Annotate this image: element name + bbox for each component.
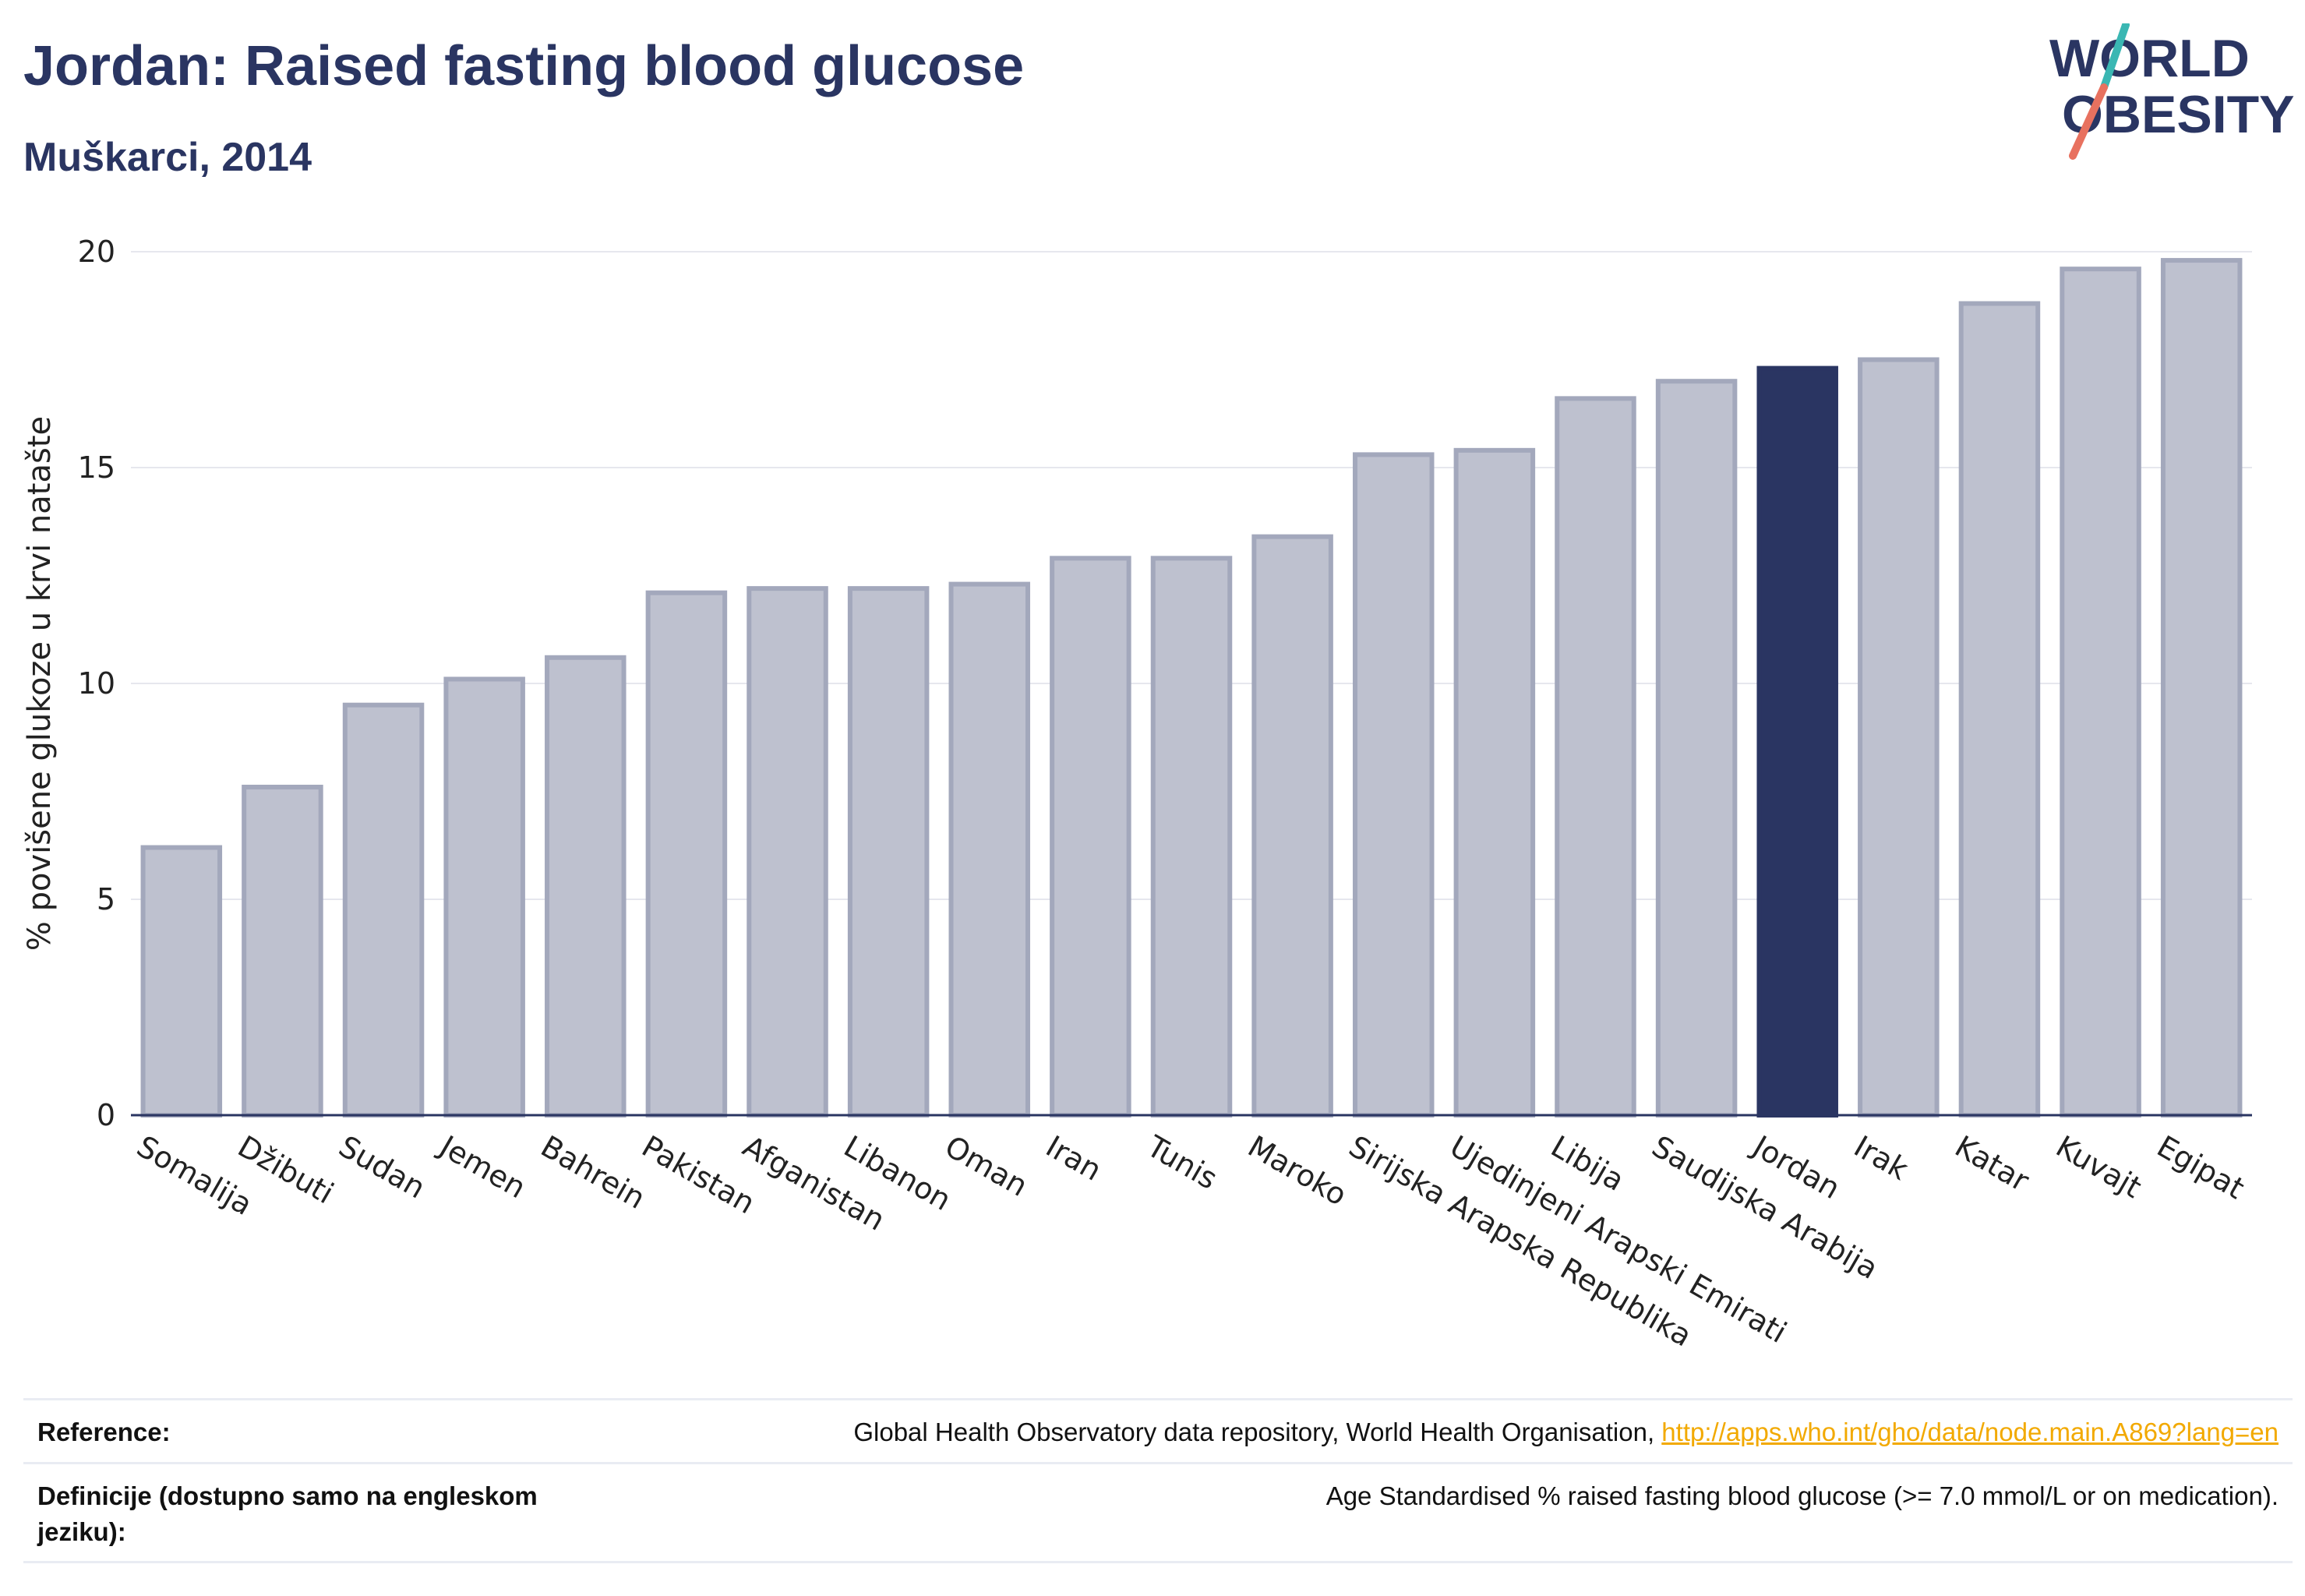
bar-pakistan[interactable] xyxy=(645,590,728,1118)
reference-link[interactable]: http://apps.who.int/gho/data/node.main.A… xyxy=(1661,1418,2279,1446)
y-tick-label: 10 xyxy=(78,666,115,701)
x-tick-label: Egipat xyxy=(2151,1129,2250,1206)
logo-line-1: WORLD xyxy=(2049,29,2250,88)
x-tick-label: Pakistan xyxy=(636,1129,761,1221)
reference-text: Global Health Observatory data repositor… xyxy=(853,1418,1662,1446)
definition-label: Definicije (dostupno samo na engleskom j… xyxy=(37,1481,538,1546)
x-tick-label: Tunis xyxy=(1141,1128,1223,1196)
bar-džibuti[interactable] xyxy=(242,784,323,1118)
bar-somalija[interactable] xyxy=(140,845,223,1118)
reference-label: Reference: xyxy=(37,1418,171,1446)
bar-libanon[interactable] xyxy=(847,586,930,1118)
y-tick-label: 15 xyxy=(78,450,115,485)
definition-value: Age Standardised % raised fasting blood … xyxy=(1325,1481,2279,1510)
y-tick-label: 0 xyxy=(97,1098,115,1132)
bar-maroko[interactable] xyxy=(1251,534,1333,1118)
y-tick-label: 20 xyxy=(78,235,115,269)
bar-jemen[interactable] xyxy=(443,676,525,1118)
bar-libija[interactable] xyxy=(1555,396,1636,1118)
y-tick-label: 5 xyxy=(97,882,115,916)
bar-saudijska-arabija[interactable] xyxy=(1655,379,1738,1118)
x-tick-label: Maroko xyxy=(1242,1129,1353,1213)
bar-sudan[interactable] xyxy=(342,702,425,1118)
x-tick-label: Somalija xyxy=(131,1129,258,1222)
bar-sirijska-arapska-republika[interactable] xyxy=(1352,452,1435,1118)
reference-value: Global Health Observatory data repositor… xyxy=(853,1414,2279,1450)
page-title: Jordan: Raised fasting blood glucose xyxy=(23,35,1025,97)
x-tick-label: Kuvajt xyxy=(2050,1129,2147,1205)
page-subtitle: Muškarci, 2014 xyxy=(23,135,312,180)
x-tick-label: Sudan xyxy=(334,1129,432,1206)
bars xyxy=(140,258,2243,1118)
bar-katar[interactable] xyxy=(1958,301,2041,1118)
bar-kuvajt[interactable] xyxy=(2060,267,2141,1118)
x-tick-label: Bahrein xyxy=(535,1129,651,1216)
x-tick-label: Irak xyxy=(1848,1129,1914,1187)
logo-slash-teal xyxy=(2100,23,2130,91)
bar-jordan[interactable] xyxy=(1756,365,1838,1118)
x-tick-label: Katar xyxy=(1949,1129,2035,1199)
definition-row: Definicije (dostupno samo na engleskom j… xyxy=(23,1462,2293,1563)
x-tick-label: Iran xyxy=(1040,1129,1107,1188)
bar-iran[interactable] xyxy=(1050,556,1131,1118)
bar-afganistan[interactable] xyxy=(747,586,828,1118)
bar-oman[interactable] xyxy=(948,581,1031,1118)
logo-slash-coral xyxy=(2069,83,2108,160)
y-axis-title: % povišene glukoze u krvi natašte xyxy=(22,416,58,951)
y-tick-labels: 0 5 10 15 20 xyxy=(78,235,115,1132)
world-obesity-logo: WORLD OBESITY xyxy=(2049,23,2295,160)
x-tick-label: Jemen xyxy=(432,1128,531,1206)
bar-egipat[interactable] xyxy=(2160,258,2243,1118)
bar-ujedinjeni-arapski-emirati[interactable] xyxy=(1453,447,1536,1118)
bar-bahrein[interactable] xyxy=(545,655,627,1118)
reference-row: Reference: Global Health Observatory dat… xyxy=(23,1398,2293,1464)
bar-irak[interactable] xyxy=(1858,357,1940,1118)
bar-tunis[interactable] xyxy=(1150,556,1233,1118)
